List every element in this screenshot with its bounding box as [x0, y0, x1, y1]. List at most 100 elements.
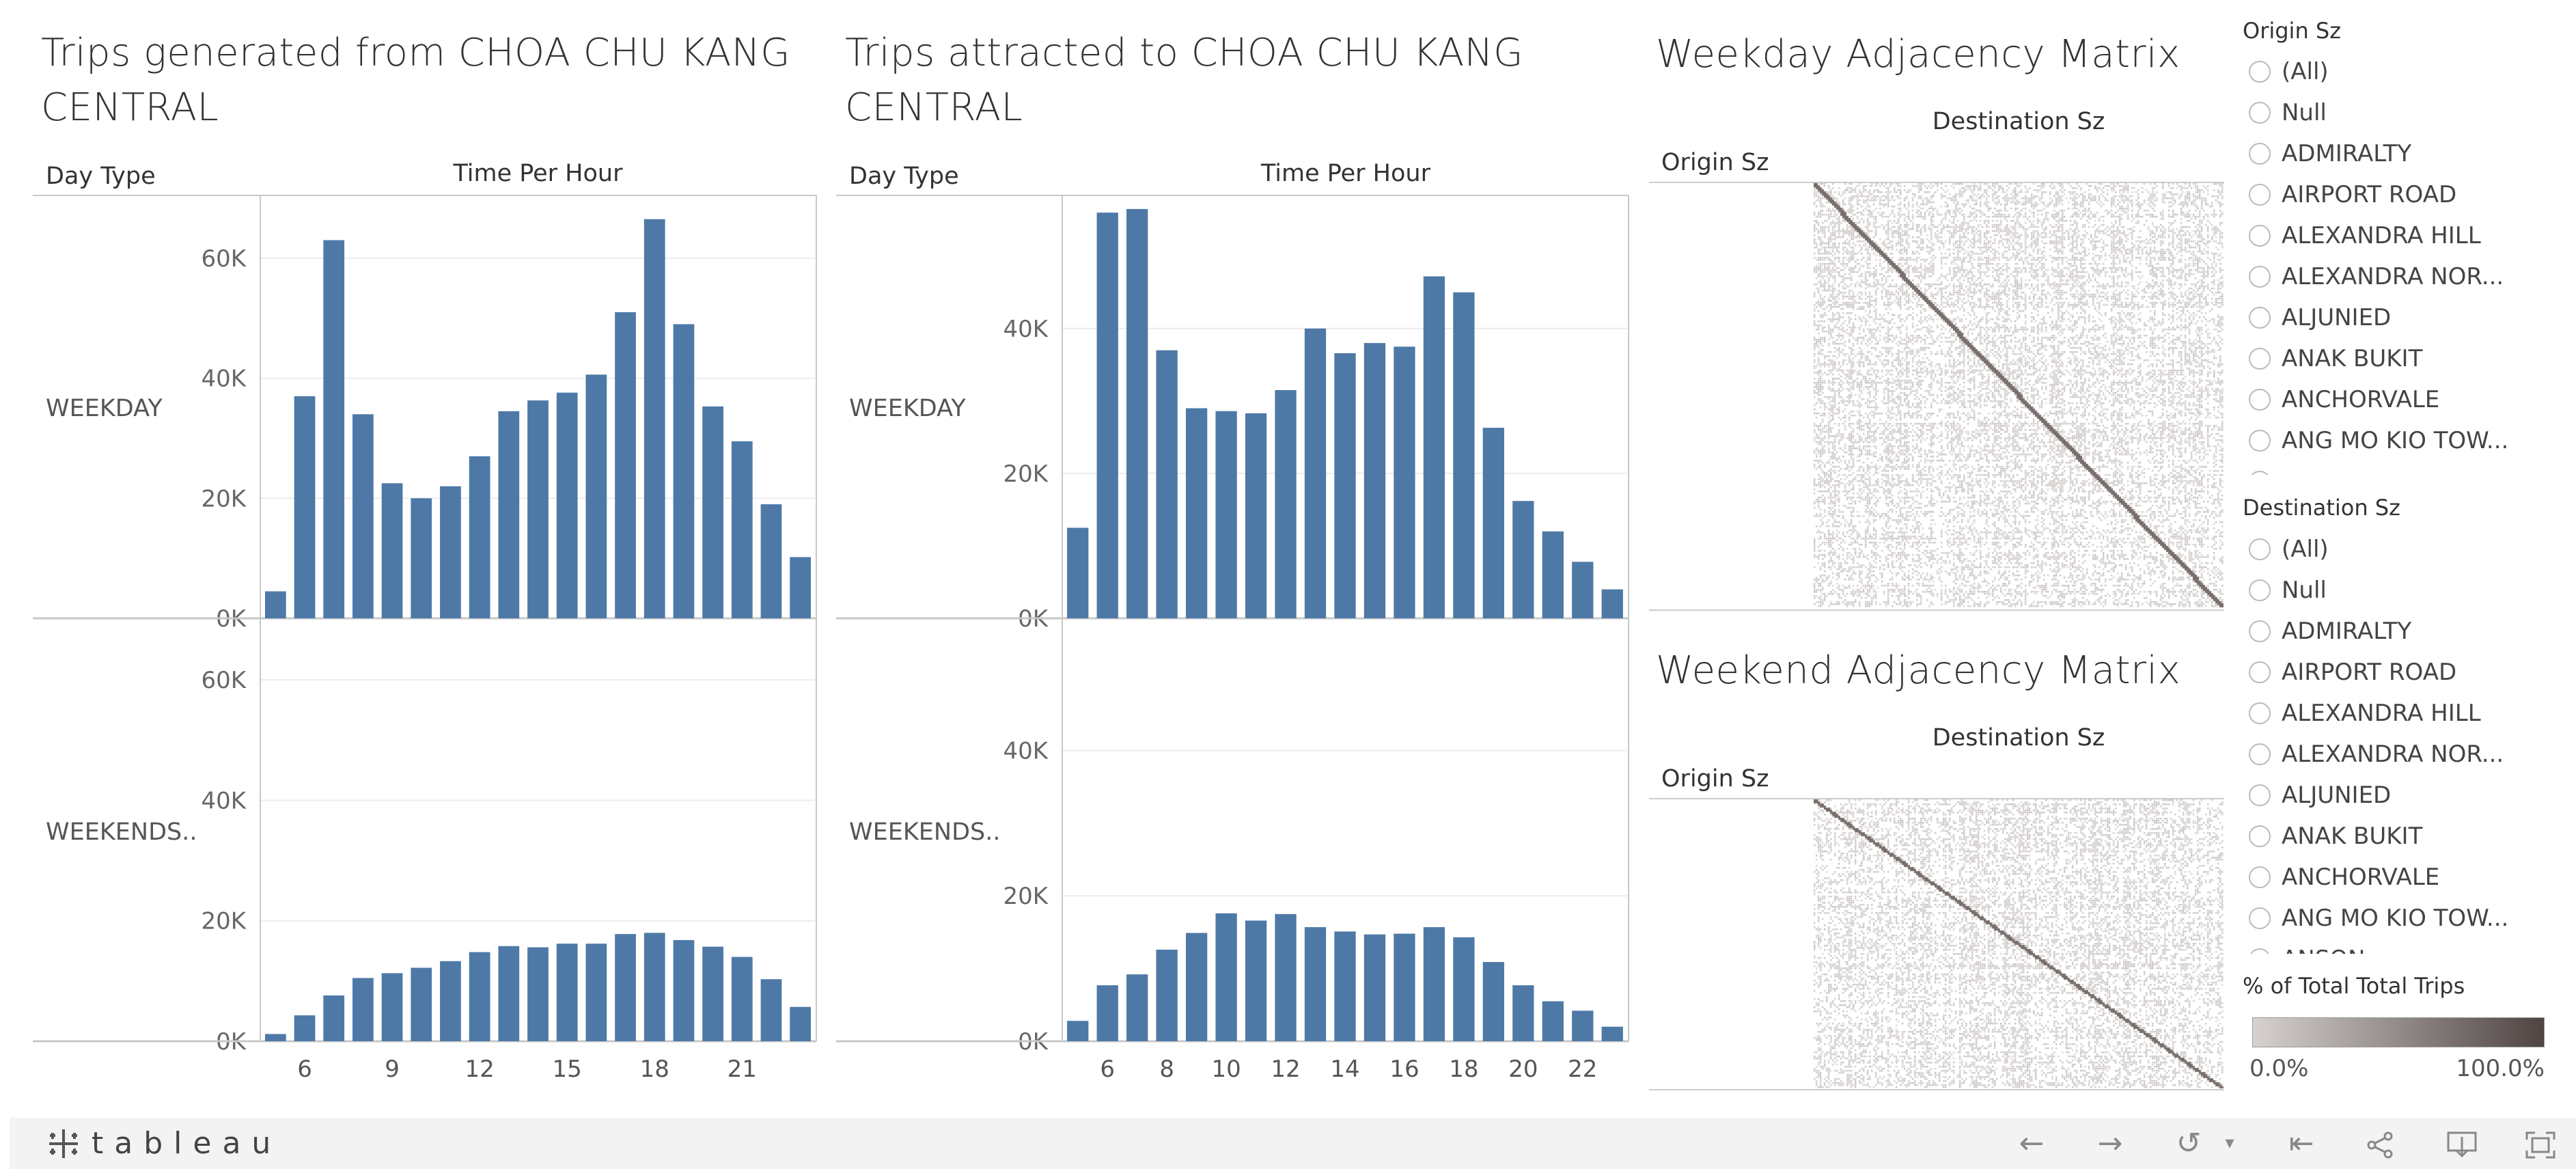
- weekday-bar: [1572, 562, 1594, 618]
- fullscreen-icon[interactable]: [2517, 1118, 2564, 1169]
- destination-filter-item[interactable]: AIRPORT ROAD: [2249, 652, 2456, 693]
- destination-filter-item[interactable]: ANCHORVALE: [2249, 857, 2439, 898]
- destination-filter-item-label: ALEXANDRA NOR...: [2282, 741, 2504, 768]
- destination-filter-item[interactable]: ANAK BUKIT: [2249, 816, 2422, 857]
- radio-icon: [2249, 389, 2271, 411]
- undo-icon[interactable]: ←: [2019, 1126, 2045, 1161]
- destination-filter-item-label: ANAK BUKIT: [2282, 823, 2423, 850]
- weekend-matrix-origin-header: Origin Sz: [1661, 765, 1769, 793]
- weekend-bar: [1215, 913, 1237, 1041]
- x-tick-label: 15: [553, 1056, 582, 1083]
- weekday-bar: [1185, 408, 1208, 618]
- destination-filter-item[interactable]: ALJUNIED: [2249, 775, 2391, 816]
- weekend-bar: [1542, 1001, 1564, 1041]
- weekday-adjacency-matrix[interactable]: [1814, 183, 2224, 609]
- weekend-bar: [585, 944, 607, 1041]
- destination-filter-item[interactable]: ADMIRALTY: [2249, 611, 2411, 652]
- origin-filter-item[interactable]: ALEXANDRA HILL: [2249, 215, 2481, 256]
- origin-filter-item[interactable]: ADMIRALTY: [2249, 133, 2411, 174]
- weekday-bar: [1601, 589, 1623, 618]
- origin-filter-item[interactable]: ANG MO KIO TOW...: [2249, 420, 2508, 461]
- weekend-bar: [1245, 920, 1267, 1041]
- radio-icon: [2249, 743, 2271, 765]
- weekday-bar: [1512, 501, 1534, 618]
- origin-filter-item[interactable]: (All): [2249, 51, 2329, 92]
- tableau-logo-text: tableau: [92, 1126, 282, 1161]
- weekday-bar: [1067, 527, 1089, 618]
- origin-filter-item[interactable]: AIRPORT ROAD: [2249, 174, 2456, 215]
- weekend-bar: [527, 947, 549, 1041]
- origin-filter-item-label: ALEXANDRA NOR...: [2282, 263, 2504, 290]
- origin-filter-item[interactable]: ALJUNIED: [2249, 297, 2391, 338]
- destination-filter-item-partial[interactable]: ANSON: [2249, 939, 2365, 954]
- radio-icon: [2249, 907, 2271, 929]
- destination-filter-item-label: ADMIRALTY: [2282, 618, 2412, 645]
- weekday-bar: [1096, 212, 1118, 618]
- origin-filter-item[interactable]: ANAK BUKIT: [2249, 338, 2422, 379]
- radio-icon: [2249, 579, 2271, 601]
- weekend-bar: [498, 946, 520, 1041]
- redo-icon[interactable]: →: [2097, 1126, 2123, 1161]
- share-icon[interactable]: [2356, 1118, 2404, 1169]
- weekend-bar: [673, 939, 695, 1041]
- origin-filter-item[interactable]: ANCHORVALE: [2249, 379, 2439, 420]
- weekday-matrix-dest-header: Destination Sz: [1932, 108, 2105, 135]
- tableau-logo-icon: [49, 1129, 78, 1158]
- destination-filter-item[interactable]: ALEXANDRA HILL: [2249, 693, 2481, 734]
- radio-icon: [2249, 866, 2271, 888]
- weekday-bar: [1453, 292, 1475, 618]
- weekend-bar: [1275, 913, 1297, 1041]
- weekend-bar: [294, 1015, 316, 1041]
- destination-filter-item-label: ALJUNIED: [2282, 782, 2392, 809]
- weekday-bar: [440, 486, 461, 618]
- generated-day-type-header: Day Type: [46, 163, 156, 190]
- generated-weekday-row-label: WEEKDAY: [46, 395, 163, 422]
- attracted-day-type-header: Day Type: [849, 163, 959, 190]
- radio-icon: [2249, 661, 2271, 683]
- destination-filter-item[interactable]: ALEXANDRA NOR...: [2249, 734, 2504, 775]
- destination-filter-item[interactable]: (All): [2249, 529, 2329, 570]
- weekday-bar: [1156, 350, 1178, 618]
- weekday-bar: [731, 441, 753, 618]
- weekday-bar: [264, 591, 286, 618]
- origin-filter-item-label: (All): [2282, 58, 2329, 85]
- origin-filter-item-label: ANAK BUKIT: [2282, 345, 2423, 372]
- weekday-bar: [643, 219, 665, 618]
- radio-icon: [2249, 184, 2271, 206]
- destination-filter-item-label: (All): [2282, 536, 2329, 563]
- reset-icon[interactable]: ⇤: [2288, 1126, 2314, 1161]
- origin-filter-item-partial[interactable]: [2249, 461, 2282, 475]
- revert-icon[interactable]: ↺: [2176, 1126, 2202, 1161]
- weekend-adjacency-matrix[interactable]: [1814, 799, 2224, 1090]
- color-legend-title: % of Total Total Trips: [2243, 973, 2465, 999]
- attracted-weekday-row-label: WEEKDAY: [849, 395, 966, 422]
- destination-filter-list[interactable]: (All) Null ADMIRALTY AIRPORT ROAD ALEXAN…: [2249, 529, 2549, 954]
- weekday-bar: [1423, 276, 1445, 618]
- destination-filter-title: Destination Sz: [2243, 495, 2400, 521]
- weekend-bar: [1453, 937, 1475, 1041]
- weekday-bar: [498, 411, 520, 618]
- destination-filter-item[interactable]: Null: [2249, 570, 2327, 611]
- destination-filter-item[interactable]: ANG MO KIO TOW...: [2249, 898, 2508, 939]
- generated-weekend-row-label: WEEKENDS..: [46, 819, 197, 846]
- x-tick-label: 18: [1449, 1056, 1478, 1083]
- radio-icon: [2249, 784, 2271, 806]
- origin-filter-list[interactable]: (All) Null ADMIRALTY AIRPORT ROAD ALEXAN…: [2249, 51, 2549, 475]
- tableau-logo[interactable]: tableau: [44, 1118, 281, 1169]
- origin-filter-item[interactable]: ALEXANDRA NOR...: [2249, 256, 2504, 297]
- weekend-bar: [1512, 985, 1534, 1041]
- weekend-bar: [1334, 931, 1356, 1041]
- weekday-bar: [702, 406, 723, 618]
- weekday-bar: [323, 240, 345, 618]
- x-tick-label: 9: [385, 1056, 400, 1083]
- origin-filter-item[interactable]: Null: [2249, 92, 2327, 133]
- radio-icon: [2249, 702, 2271, 724]
- download-icon[interactable]: [2438, 1118, 2486, 1169]
- revert-dropdown-icon[interactable]: ▾: [2225, 1133, 2234, 1153]
- x-tick-label: 12: [1271, 1056, 1300, 1083]
- radio-icon: [2249, 471, 2271, 475]
- weekend-bar: [790, 1006, 812, 1041]
- x-tick-label: 18: [640, 1056, 669, 1083]
